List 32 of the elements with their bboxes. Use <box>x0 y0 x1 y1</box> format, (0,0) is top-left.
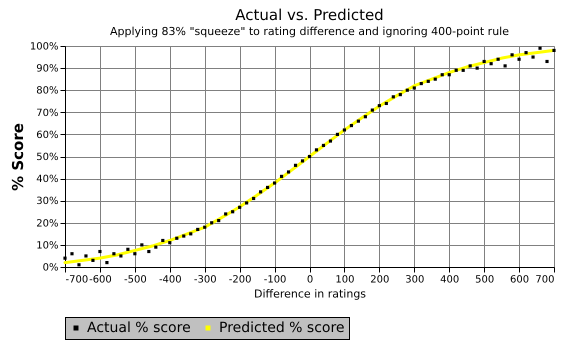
x-tick-label: 300 <box>405 274 424 286</box>
x-tick-label: -600 <box>89 274 112 286</box>
y-tick-label: 80% <box>36 86 58 97</box>
legend-label: Actual % score <box>87 320 191 336</box>
x-tick-label: -300 <box>194 274 217 286</box>
legend-label: Predicted % score <box>219 320 345 336</box>
x-tick-label: 600 <box>510 274 530 286</box>
y-tick-label: 50% <box>36 152 58 163</box>
x-tick-label: 700 <box>535 274 554 286</box>
x-tick-label: -500 <box>124 274 147 286</box>
x-axis-title: Difference in ratings <box>254 288 366 300</box>
y-tick-label: 90% <box>36 64 58 75</box>
chart-subtitle: Applying 83% "squeeze" to rating difference and ignoring 400-point rule <box>110 25 510 38</box>
x-tick-label: -700 <box>66 274 88 286</box>
y-tick-label: 70% <box>36 108 58 119</box>
x-tick-label: 100 <box>335 274 354 286</box>
y-tick-label: 100% <box>30 42 58 52</box>
x-tick-label: 200 <box>370 274 390 286</box>
y-axis-title: % Score <box>8 123 27 191</box>
x-tick-label: 400 <box>440 274 460 286</box>
x-tick-label: -400 <box>158 274 182 286</box>
x-tick-label: 0 <box>306 274 314 286</box>
y-tick-label: 40% <box>36 174 58 186</box>
x-tick-label: -200 <box>228 274 252 286</box>
chart-title: Actual vs. Predicted <box>235 6 384 24</box>
y-tick-label: 0% <box>42 262 58 274</box>
x-tick-label: 500 <box>475 274 494 286</box>
y-tick-label: 10% <box>36 240 58 252</box>
y-tick-label: 30% <box>36 196 58 208</box>
y-tick-label: 60% <box>36 130 58 141</box>
x-tick-label: -100 <box>264 274 286 286</box>
y-tick-label: 20% <box>36 218 58 230</box>
